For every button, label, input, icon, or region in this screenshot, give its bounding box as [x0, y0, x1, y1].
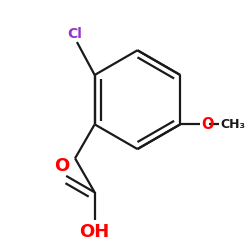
Text: OH: OH: [80, 223, 110, 241]
Text: CH₃: CH₃: [220, 118, 245, 131]
Text: O: O: [54, 157, 69, 175]
Text: O: O: [202, 117, 214, 132]
Text: Cl: Cl: [67, 27, 82, 41]
